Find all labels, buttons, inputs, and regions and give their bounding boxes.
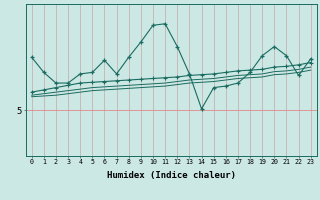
X-axis label: Humidex (Indice chaleur): Humidex (Indice chaleur) <box>107 171 236 180</box>
